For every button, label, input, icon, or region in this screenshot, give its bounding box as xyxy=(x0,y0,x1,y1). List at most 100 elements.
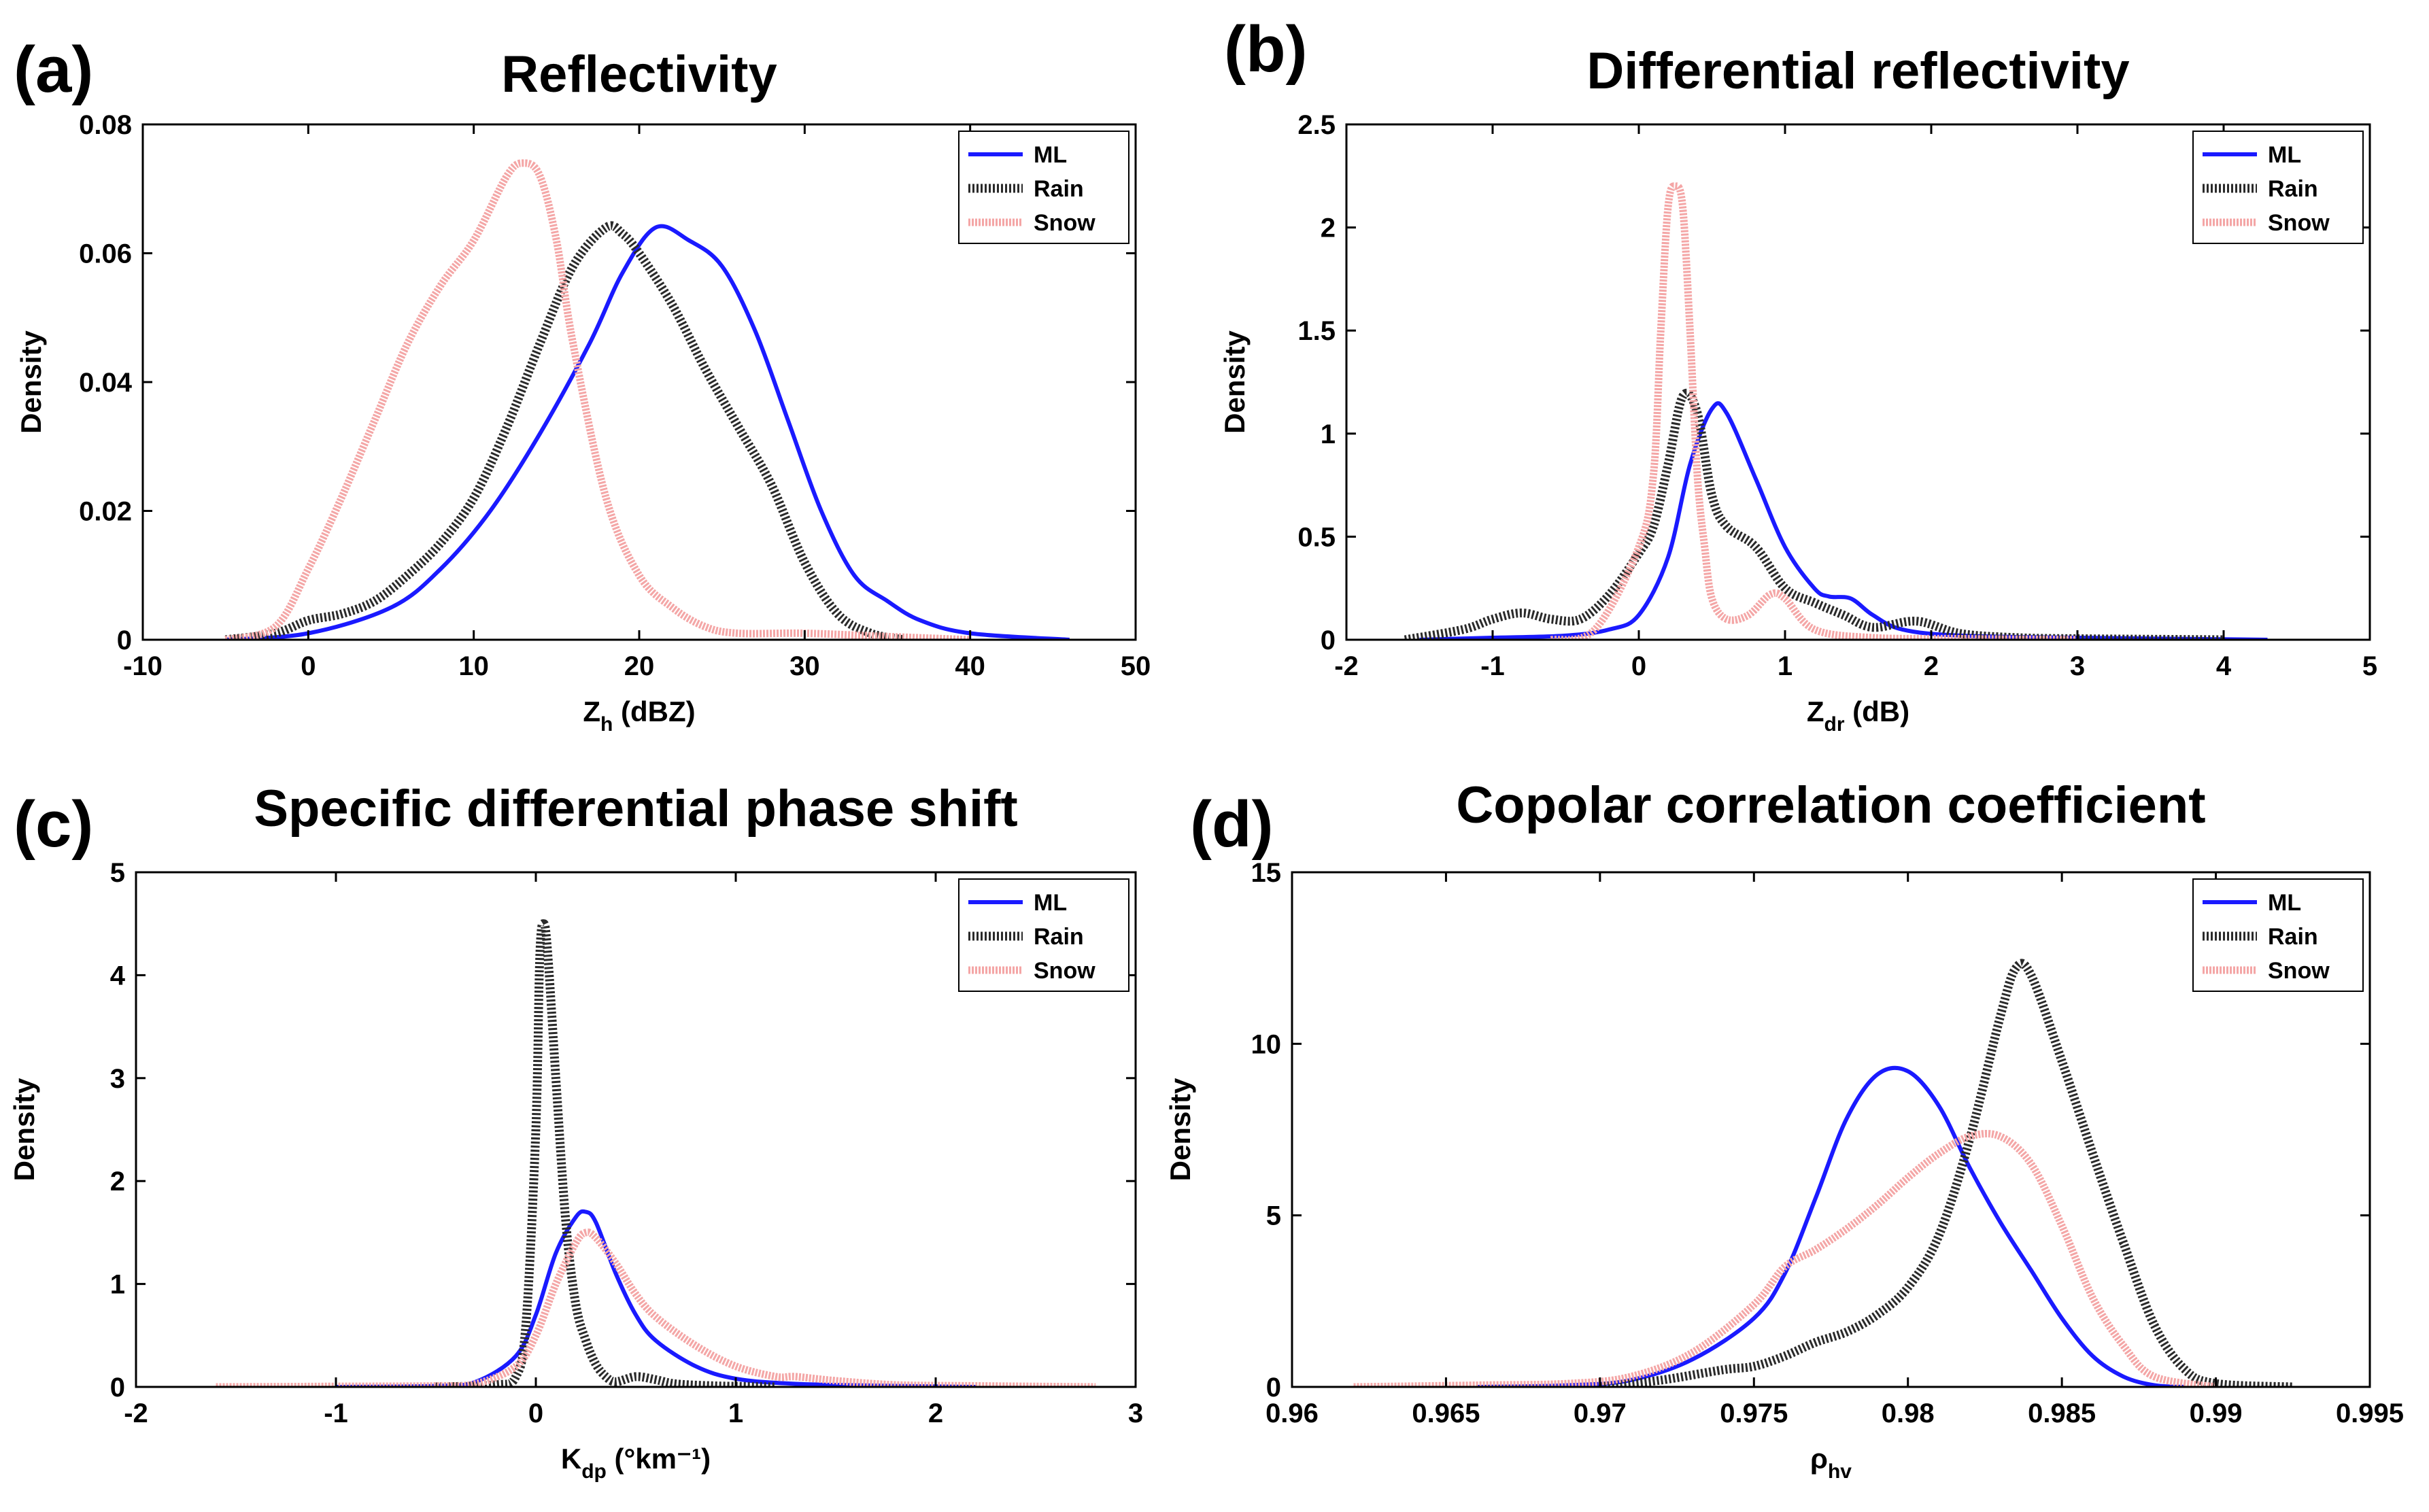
chart-title: Reflectivity xyxy=(501,46,777,103)
plot-frame xyxy=(1345,123,2371,641)
y-tick-label: 0.04 xyxy=(79,368,133,398)
x-tick-label: 0.97 xyxy=(1574,1398,1627,1428)
x-tick-label: -10 xyxy=(123,651,163,681)
y-tick-label: 4 xyxy=(110,961,126,991)
x-tick-label: 0 xyxy=(1631,651,1646,681)
y-tick-label: 5 xyxy=(110,858,125,888)
legend-label-ml: ML xyxy=(2268,890,2301,916)
legend-label-rain: Rain xyxy=(2268,176,2318,202)
x-tick-label: -2 xyxy=(1334,651,1359,681)
series-line-rain xyxy=(435,919,776,1387)
legend-label-ml: ML xyxy=(1034,142,1067,168)
panel-letter: (a) xyxy=(14,33,93,106)
panel-a: (a) Reflectivity-10 0 10 20 30 40 5000.020.040.… xyxy=(14,33,1151,736)
panel-letter: (d) xyxy=(1190,788,1274,861)
series-line-rain xyxy=(1599,959,2294,1387)
x-tick-label: 2 xyxy=(1924,651,1939,681)
x-axis-label: Zh (dBZ) xyxy=(583,695,695,736)
x-tick-label: -2 xyxy=(124,1398,148,1428)
y-tick-label: 10 xyxy=(1251,1029,1282,1059)
x-tick-label: 5 xyxy=(2362,651,2377,681)
x-tick-label: 0.98 xyxy=(1882,1398,1935,1428)
y-tick-label: 15 xyxy=(1251,858,1282,888)
plot-frame xyxy=(1291,871,2371,1388)
x-tick-label: 1 xyxy=(1778,651,1793,681)
y-axis-label: Density xyxy=(15,330,47,434)
x-axis-label: ρhv xyxy=(1810,1443,1852,1483)
y-axis-label: Density xyxy=(8,1078,40,1181)
y-tick-label: 0.5 xyxy=(1297,522,1336,552)
y-tick-label: 1 xyxy=(1321,419,1336,449)
legend: ML Rain Snow xyxy=(958,878,1129,992)
y-tick-label: 0.02 xyxy=(79,497,132,527)
x-tick-label: 4 xyxy=(2216,651,2232,681)
y-tick-label: 0 xyxy=(1321,625,1336,655)
plot-frame xyxy=(135,871,1137,1388)
x-tick-label: 1 xyxy=(728,1398,743,1428)
series-line-ml xyxy=(225,224,1070,640)
chart-title: Specific differential phase shift xyxy=(254,780,1017,838)
x-tick-label: 0.995 xyxy=(2336,1398,2404,1428)
legend: ML Rain Snow xyxy=(958,131,1129,244)
series-line-rain xyxy=(224,221,905,640)
legend: ML Rain Snow xyxy=(2192,878,2364,992)
y-tick-label: 0.08 xyxy=(79,110,132,140)
y-tick-label: 2.5 xyxy=(1297,110,1336,140)
x-tick-label: 10 xyxy=(458,651,489,681)
series-line-ml xyxy=(1419,401,2268,640)
y-axis-label: Density xyxy=(1164,1078,1196,1181)
x-tick-label: 20 xyxy=(624,651,655,681)
y-tick-label: 1 xyxy=(110,1270,125,1300)
legend-label-snow: Snow xyxy=(2268,958,2330,984)
x-tick-label: -1 xyxy=(1480,651,1505,681)
y-tick-label: 2 xyxy=(110,1167,125,1197)
x-tick-label: 0.99 xyxy=(2190,1398,2243,1428)
y-axis-label: Density xyxy=(1219,330,1251,434)
legend-label-snow: Snow xyxy=(2268,210,2330,236)
series-group xyxy=(1353,959,2294,1387)
legend-label-rain: Rain xyxy=(2268,924,2318,950)
panel-b: (b) Differential reflectivity -2 -1 0 1 2 3 4 5 0 0… xyxy=(1219,13,2377,736)
x-axis-label: Kdp (°km⁻¹) xyxy=(561,1443,711,1483)
legend: ML Rain Snow xyxy=(2192,131,2364,244)
legend-label-rain: Rain xyxy=(1034,924,1084,950)
y-tick-label: 1.5 xyxy=(1297,316,1336,346)
y-tick-label: 5 xyxy=(1266,1201,1281,1231)
chart-title: Differential reflectivity xyxy=(1586,42,2129,100)
y-tick-label: 0 xyxy=(117,625,132,655)
x-tick-label: 30 xyxy=(789,651,820,681)
x-tick-label: 40 xyxy=(955,651,985,681)
x-tick-label: 0 xyxy=(528,1398,543,1428)
legend-label-rain: Rain xyxy=(1034,176,1084,202)
x-tick-label: 0.975 xyxy=(1720,1398,1788,1428)
panel-d: (d) Copolar correlation coefficient 0.96 0.… xyxy=(1164,776,2404,1483)
panel-letter: (c) xyxy=(14,788,93,861)
series-line-ml xyxy=(335,1209,976,1387)
series-line-snow xyxy=(216,1228,1096,1387)
panel-letter: (b) xyxy=(1224,13,1308,86)
x-tick-label: 50 xyxy=(1121,651,1151,681)
x-tick-label: 3 xyxy=(2070,651,2085,681)
series-group xyxy=(1404,182,2268,640)
x-tick-label: 0.965 xyxy=(1412,1398,1480,1428)
y-tick-label: 0 xyxy=(1266,1373,1281,1403)
legend-label-snow: Snow xyxy=(1034,958,1095,984)
y-tick-label: 0.06 xyxy=(79,239,132,269)
series-line-snow xyxy=(1550,182,2078,640)
x-tick-label: 0.96 xyxy=(1266,1398,1319,1428)
series-group xyxy=(224,159,1070,640)
chart-title: Copolar correlation coefficient xyxy=(1456,776,2205,834)
legend-label-ml: ML xyxy=(1034,890,1067,916)
series-group xyxy=(216,919,1096,1387)
y-tick-label: 0 xyxy=(110,1373,125,1403)
y-tick-label: 3 xyxy=(110,1064,125,1094)
legend-label-snow: Snow xyxy=(1034,210,1095,236)
x-tick-label: 2 xyxy=(928,1398,943,1428)
x-tick-label: -1 xyxy=(324,1398,348,1428)
legend-label-ml: ML xyxy=(2268,142,2301,168)
series-line-rain xyxy=(1404,388,2224,640)
x-axis-label: Zdr (dB) xyxy=(1807,695,1909,736)
panel-c: (c) Specific differential phase shift -2 -1… xyxy=(8,780,1143,1483)
series-line-ml xyxy=(1476,1065,2186,1387)
